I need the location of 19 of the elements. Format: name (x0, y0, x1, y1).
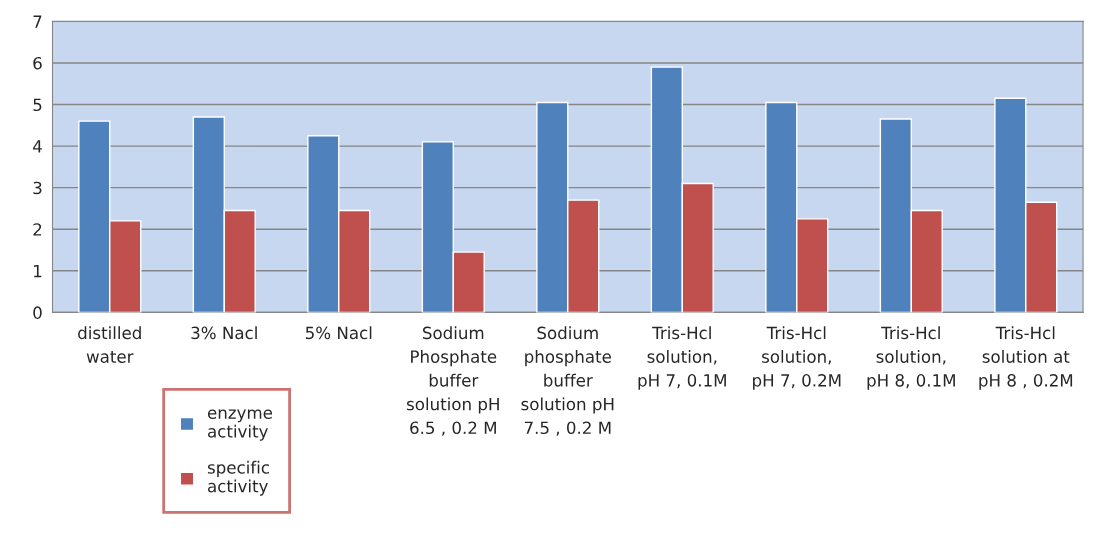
x-tick-label: Tris-Hcl solution, pH 7, 0.2M (753, 326, 841, 390)
y-tick-label: 5 (33, 98, 42, 112)
x-tick-label: Tris-Hcl solution, pH 7, 0.1M (638, 326, 726, 390)
legend-label: specific activity (207, 460, 269, 496)
y-tick-label: 6 (33, 56, 42, 70)
y-tick-label: 4 (33, 140, 42, 153)
y-tick-label: 0 (33, 306, 42, 319)
x-tick-label: Tris-Hcl solution at pH 8 , 0.2M (979, 326, 1073, 390)
x-tick-label: 5% Nacl (305, 326, 372, 340)
x-tick-label: distilled water (78, 326, 141, 363)
y-tick-label: 7 (33, 15, 42, 28)
x-tick-label: Tris-Hcl solution, pH 8, 0.1M (867, 326, 955, 390)
legend-label: enzyme activity (207, 409, 273, 441)
x-tick-label: Sodium phosphate buffer solution pH 7.5 , 0.2 M (521, 326, 614, 436)
y-tick-label: 1 (34, 265, 42, 278)
x-tick-label: 3% Nacl (191, 326, 257, 340)
x-tick-label: Sodium Phosphate buffer solution pH 6.5 , 0.2 M (406, 326, 499, 436)
y-tick-label: 3 (33, 181, 42, 195)
y-tick-label: 2 (33, 223, 42, 236)
